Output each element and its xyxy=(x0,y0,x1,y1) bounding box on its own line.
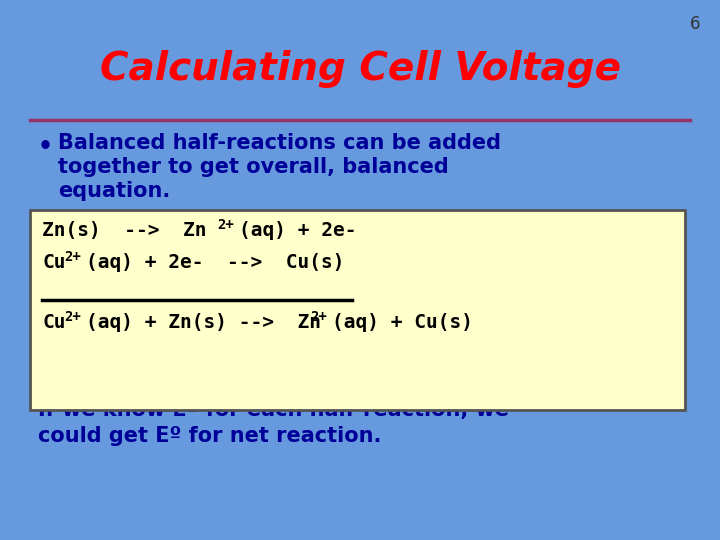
Text: equation.: equation. xyxy=(58,181,170,201)
Text: Cu: Cu xyxy=(42,313,66,332)
Text: (aq) + Zn(s) -->  Zn: (aq) + Zn(s) --> Zn xyxy=(86,313,321,332)
Text: together to get overall, balanced: together to get overall, balanced xyxy=(58,157,449,177)
Text: Calculating Cell Voltage: Calculating Cell Voltage xyxy=(99,50,621,88)
Text: 2+: 2+ xyxy=(217,218,234,232)
Text: Cu: Cu xyxy=(42,253,66,272)
Text: 6: 6 xyxy=(690,15,700,33)
Text: (aq) + Cu(s): (aq) + Cu(s) xyxy=(332,313,473,332)
Text: If we know Eº for each half-reaction, we: If we know Eº for each half-reaction, we xyxy=(38,400,509,420)
FancyBboxPatch shape xyxy=(30,210,685,410)
Text: 2+: 2+ xyxy=(64,250,81,264)
Text: Zn(s)  -->  Zn: Zn(s) --> Zn xyxy=(42,221,207,240)
Text: (aq) + 2e-  -->  Cu(s): (aq) + 2e- --> Cu(s) xyxy=(86,253,344,272)
Text: Balanced half-reactions can be added: Balanced half-reactions can be added xyxy=(58,133,501,153)
Text: 2+: 2+ xyxy=(64,310,81,324)
Text: 2+: 2+ xyxy=(310,310,327,324)
Text: (aq) + 2e-: (aq) + 2e- xyxy=(239,221,356,240)
Text: •: • xyxy=(38,135,53,159)
Text: could get Eº for net reaction.: could get Eº for net reaction. xyxy=(38,426,382,446)
